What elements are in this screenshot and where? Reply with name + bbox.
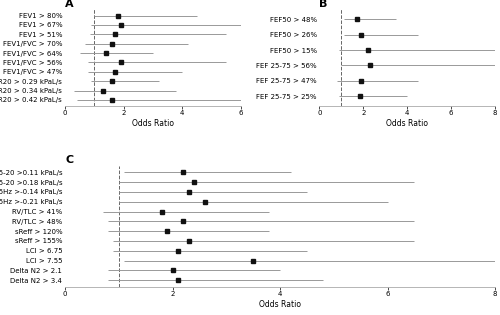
Text: A: A xyxy=(65,0,74,9)
Text: B: B xyxy=(320,0,328,9)
X-axis label: Odds Ratio: Odds Ratio xyxy=(259,300,301,309)
Text: C: C xyxy=(65,155,73,165)
X-axis label: Odds Ratio: Odds Ratio xyxy=(386,119,428,128)
X-axis label: Odds Ratio: Odds Ratio xyxy=(132,119,174,128)
